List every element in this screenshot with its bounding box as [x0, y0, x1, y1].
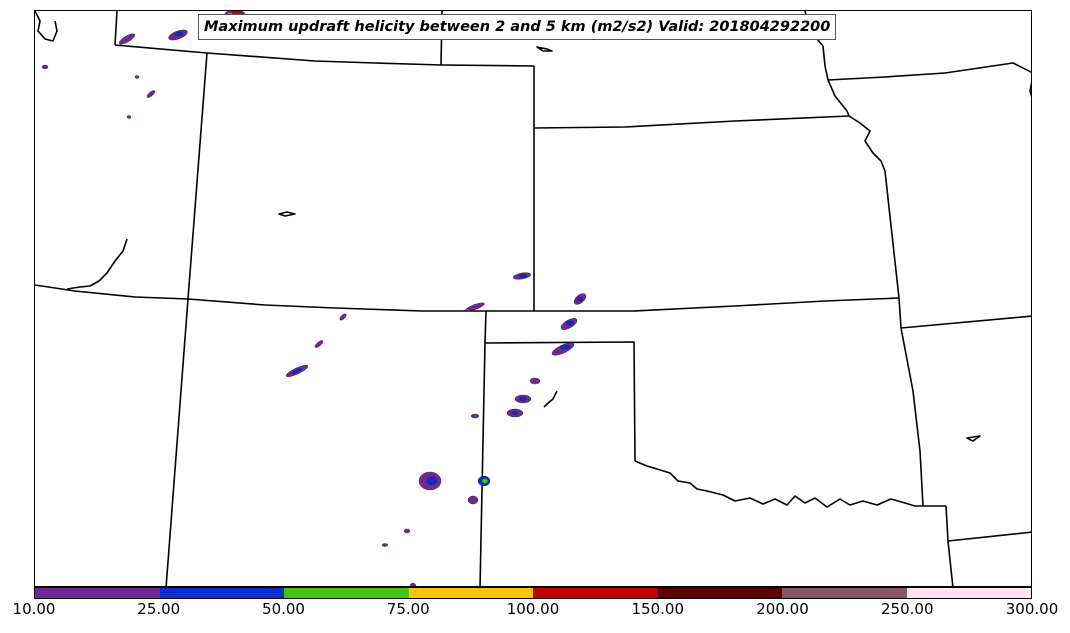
- helicity-swath: [126, 115, 132, 119]
- helicity-swath: [565, 320, 575, 326]
- colorbar-segment: [159, 588, 284, 598]
- reservoir-shape: [543, 390, 558, 408]
- state-border-line: [884, 170, 924, 507]
- state-border-line: [900, 315, 1031, 329]
- state-border-line: [114, 11, 118, 46]
- helicity-swath: [511, 411, 519, 415]
- helicity-swath: [41, 64, 49, 70]
- state-border-line: [947, 531, 1031, 542]
- helicity-swath: [174, 31, 184, 37]
- reservoir-shape: [66, 238, 128, 290]
- state-border-line: [114, 44, 535, 67]
- colorbar-segment: [284, 588, 409, 598]
- colorbar-tick-label: 200.00: [756, 600, 809, 618]
- reservoir-shape: [536, 46, 553, 52]
- reservoir-shape: [278, 211, 296, 217]
- reservoir-shape: [966, 435, 981, 442]
- colorbar-tick-label: 300.00: [1005, 600, 1059, 618]
- colorbar-tick-label: 10.00: [12, 600, 56, 618]
- helicity-swath: [426, 476, 438, 486]
- helicity-swath: [339, 313, 347, 321]
- colorbar-tick-label: 50.00: [262, 600, 305, 618]
- helicity-swath: [409, 582, 417, 586]
- state-border-line: [484, 341, 636, 462]
- map-canvas: [35, 11, 1031, 586]
- state-border-line: [165, 52, 208, 586]
- colorbar-segment: [906, 588, 1031, 598]
- colorbar-segment: [408, 588, 533, 598]
- helicity-swath: [314, 340, 324, 348]
- helicity-swath: [118, 33, 136, 45]
- helicity-swath: [146, 90, 156, 98]
- colorbar-tick-label: 150.00: [631, 600, 685, 618]
- helicity-swath: [559, 344, 571, 350]
- map-panel: [34, 10, 1032, 587]
- colorbar-segment: [657, 588, 782, 598]
- state-border-line: [533, 66, 850, 129]
- state-border-line: [827, 62, 1031, 81]
- helicity-swath: [292, 368, 302, 374]
- helicity-swath: [576, 297, 584, 302]
- colorbar-segment: [782, 588, 907, 598]
- helicity-swath: [381, 543, 389, 547]
- state-border-line: [479, 310, 487, 586]
- state-border-line: [35, 284, 900, 312]
- river-border-line: [804, 11, 886, 172]
- helicity-swath: [519, 396, 527, 402]
- colorbar-tick-label: 25.00: [137, 600, 181, 618]
- colorbar-tick-label: 250.00: [881, 600, 934, 618]
- map-title: Maximum updraft helicity between 2 and 5…: [198, 14, 837, 40]
- helicity-swath: [529, 377, 541, 385]
- river-border-line: [1029, 81, 1031, 98]
- helicity-swath: [470, 413, 480, 419]
- colorbar-tick-labels: 10.00 25.00 50.00 75.00 100.00 150.00 200.00 25…: [0, 600, 1070, 630]
- colorbar-tick-label: 75.00: [386, 600, 430, 618]
- colorbar: [34, 587, 1032, 599]
- colorbar-tick-label: 100.00: [506, 600, 560, 618]
- helicity-swath: [403, 528, 411, 534]
- helicity-swath: [467, 495, 479, 505]
- colorbar-segment: [35, 588, 160, 598]
- river-border-line: [634, 460, 946, 508]
- colorbar-segment: [533, 588, 658, 598]
- helicity-swath: [465, 302, 485, 312]
- helicity-swath: [134, 75, 140, 79]
- helicity-swath: [481, 478, 489, 484]
- helicity-swath: [518, 274, 528, 279]
- state-border-line: [945, 505, 954, 586]
- reservoir-shape: [35, 11, 58, 42]
